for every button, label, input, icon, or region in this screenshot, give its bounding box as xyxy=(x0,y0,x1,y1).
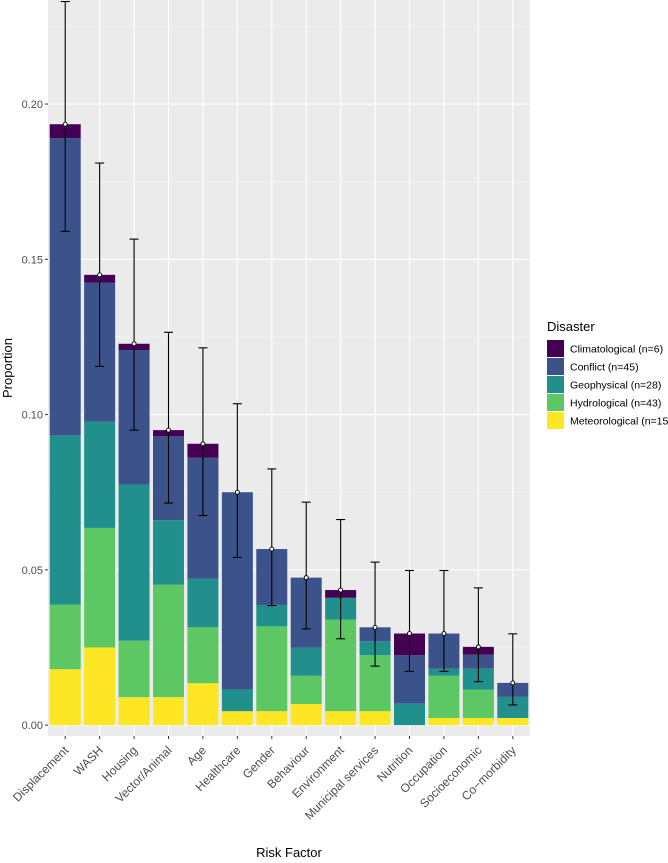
bar-segment xyxy=(359,711,391,726)
bar-segment xyxy=(118,484,150,641)
bar-segment xyxy=(153,520,184,585)
legend-swatch xyxy=(547,358,564,375)
total-point xyxy=(338,587,344,593)
bar-segment xyxy=(84,647,116,726)
y-tick-label: 0.15 xyxy=(22,254,43,266)
bar-segment xyxy=(153,584,184,698)
bar-segment xyxy=(497,717,529,726)
legend-label: Conflict (n=45) xyxy=(570,362,639,374)
y-axis-title: Proportion xyxy=(0,338,15,398)
legend-title: Disaster xyxy=(547,319,595,334)
total-point xyxy=(372,624,378,630)
y-axis: 0.00 0.05 0.10 0.15 0.20 xyxy=(22,99,48,732)
total-point xyxy=(441,631,447,636)
total-point xyxy=(166,427,171,433)
bar-segment xyxy=(290,704,322,726)
bar-segment xyxy=(394,703,425,726)
bar-segment xyxy=(84,421,116,528)
total-point xyxy=(269,546,275,552)
bar-segment xyxy=(49,669,81,726)
total-point xyxy=(303,575,309,581)
legend-label: Climatological (n=6) xyxy=(570,344,663,356)
total-point xyxy=(234,489,240,495)
legend-swatch xyxy=(547,376,564,393)
bar-segment xyxy=(49,435,81,605)
bar-segment xyxy=(187,578,219,628)
error-bars xyxy=(60,1,518,706)
total-point xyxy=(97,272,103,278)
total-point xyxy=(131,341,137,347)
legend-swatch xyxy=(547,412,564,429)
bar-segment xyxy=(187,627,219,684)
bar-segment xyxy=(428,668,460,676)
y-tick-label: 0.10 xyxy=(22,410,43,422)
bar-segment xyxy=(256,626,288,712)
legend: Disaster Climatological (n=6) Conflict (n… xyxy=(547,319,668,429)
x-tick-label: Displacement xyxy=(10,743,72,805)
x-axis-title: Risk Factor xyxy=(256,845,322,860)
total-point xyxy=(510,680,516,686)
bar-segment xyxy=(428,717,460,726)
bar-segment xyxy=(84,527,116,648)
legend-label: Hydrological (n=43) xyxy=(570,398,661,410)
bar-segment xyxy=(187,683,219,726)
bar-segment xyxy=(221,689,253,712)
bar-segment xyxy=(118,697,150,726)
y-tick-label: 0.00 xyxy=(22,720,43,732)
bar-segment xyxy=(462,717,494,726)
bar-segment xyxy=(497,696,529,718)
bar-segment xyxy=(325,711,357,726)
bar-segment xyxy=(428,675,460,718)
legend-swatch xyxy=(547,394,564,411)
bar-segment xyxy=(462,689,494,718)
bar-segment xyxy=(290,675,322,705)
bar-segment xyxy=(221,711,253,726)
legend-label: Meteorological (n=15) xyxy=(570,416,668,428)
bar-segment xyxy=(118,640,150,698)
bar-segment xyxy=(49,604,81,670)
y-tick-label: 0.20 xyxy=(22,99,43,111)
legend-label: Geophysical (n=28) xyxy=(570,380,661,392)
total-point xyxy=(407,631,412,636)
x-tick-label: Age xyxy=(184,743,209,768)
bars xyxy=(49,124,529,726)
total-point xyxy=(475,644,481,650)
bar-segment xyxy=(256,604,288,627)
bar-segment xyxy=(256,711,288,726)
bar-segment xyxy=(153,697,184,726)
total-point xyxy=(62,121,68,127)
total-point xyxy=(200,441,206,447)
y-tick-label: 0.05 xyxy=(22,565,43,577)
bar-segment xyxy=(290,647,322,676)
legend-swatch xyxy=(547,340,564,357)
